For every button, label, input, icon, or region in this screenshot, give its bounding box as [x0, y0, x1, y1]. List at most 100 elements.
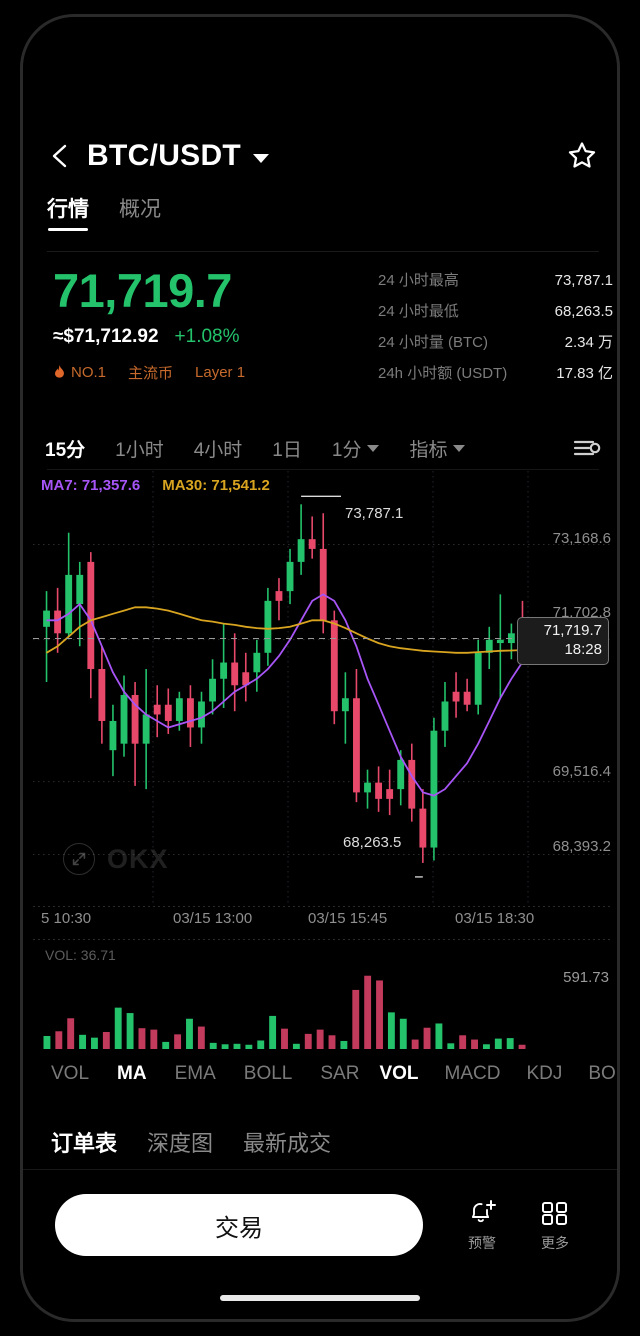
ma30-label: MA30	[162, 477, 203, 494]
timeframe-1d-label: 1日	[272, 439, 302, 461]
tab-depth-chart[interactable]: 深度图	[147, 1131, 214, 1156]
stat-row-high: 24 小时最高 73,787.1	[378, 269, 613, 290]
timeframe-1h[interactable]: 1小时	[115, 435, 164, 462]
stat-row-low: 24 小时最低 68,263.5	[378, 300, 613, 321]
indicator-kdj[interactable]: KDJ	[526, 1063, 563, 1084]
volume-legend: VOL: 36.71	[45, 947, 116, 963]
tag-mainstream[interactable]: 主流币	[128, 365, 174, 383]
alert-button[interactable]: 预警	[465, 1198, 499, 1253]
timeframe-more-label: 1分	[331, 439, 362, 461]
timeframe-4h[interactable]: 4小时	[194, 435, 243, 462]
chevron-down-icon	[453, 444, 466, 452]
action-bar: 交易 预警 更多	[23, 1175, 617, 1275]
xaxis-rule-bottom	[33, 939, 613, 940]
stat-label-turnover-usdt: 24h 小时额 (USDT)	[378, 365, 508, 382]
trade-button[interactable]: 交易	[55, 1194, 423, 1256]
chevron-down-icon[interactable]	[253, 154, 270, 163]
app-screen: BTC/USDT 行情 概况 71,719.7 ≈$71,712.92 +1.0…	[23, 17, 617, 1319]
indicator-vol-main[interactable]: VOL	[51, 1063, 90, 1084]
tag-rank-label: NO.1	[71, 364, 107, 382]
x-tick-1: 03/15 13:00	[173, 910, 253, 927]
timeframe-more-dropdown[interactable]: 1分	[332, 435, 380, 462]
star-icon[interactable]	[565, 139, 599, 173]
x-tick-0: 5 10:30	[41, 910, 92, 927]
alert-label: 预警	[468, 1234, 496, 1251]
current-price-marker: 71,719.7 18:28	[517, 617, 609, 665]
stat-row-volume-btc: 24 小时量 (BTC) 2.34 万	[378, 331, 613, 352]
stat-label-high: 24 小时最高	[378, 272, 459, 289]
tab-market[interactable]: 行情	[47, 193, 89, 231]
timeframe-divider	[47, 469, 599, 470]
timeframe-15m[interactable]: 15分	[45, 435, 85, 462]
low-annotation: 68,263.5	[343, 834, 402, 851]
tab-overview[interactable]: 概况	[119, 193, 161, 231]
indicator-sar[interactable]: SAR	[320, 1063, 360, 1084]
chevron-down-icon	[367, 444, 380, 452]
volume-max-label: 591.73	[563, 969, 609, 986]
price-block: 71,719.7 ≈$71,712.92 +1.08% NO.1 主流币 Lay…	[53, 263, 373, 383]
tab-market-label: 行情	[47, 198, 89, 221]
stat-value-volume-btc: 2.34 万	[564, 334, 613, 351]
stat-value-turnover-usdt: 17.83 亿	[556, 365, 613, 382]
stat-value-low: 68,263.5	[554, 303, 613, 320]
tag-rank[interactable]: NO.1	[53, 364, 106, 381]
back-icon[interactable]	[47, 141, 73, 171]
price-axis: 73,168.6 71,702.8 69,516.4 68,393.2 71,7…	[506, 471, 611, 906]
y-tick-2: 69,516.4	[552, 763, 611, 780]
more-button[interactable]: 更多	[539, 1198, 571, 1253]
stat-value-high: 73,787.1	[554, 272, 613, 289]
current-price-time: 18:28	[564, 640, 602, 658]
indicators-dropdown-label: 指标	[409, 439, 448, 461]
app-header: BTC/USDT	[23, 125, 617, 187]
ma7-legend: MA7: 71,357.6	[41, 477, 141, 494]
bell-plus-icon	[472, 1199, 496, 1222]
y-tick-3: 68,393.2	[552, 838, 611, 855]
timeframe-4h-label: 4小时	[193, 439, 243, 461]
tab-order-book[interactable]: 订单表	[51, 1131, 118, 1156]
price-change-percent: +1.08%	[174, 326, 240, 348]
bottom-tab-divider	[23, 1169, 617, 1170]
timeframe-15m-label: 15分	[45, 439, 86, 461]
candlestick-chart[interactable]: MA7: 71,357.6 MA30: 71,541.2 73,787.1 68…	[23, 471, 617, 906]
y-tick-0: 73,168.6	[552, 530, 611, 547]
top-tab-bar: 行情 概况	[23, 193, 617, 241]
indicator-ma[interactable]: MA	[117, 1063, 147, 1084]
stat-row-turnover-usdt: 24h 小时额 (USDT) 17.83 亿	[378, 362, 613, 383]
home-indicator	[220, 1295, 420, 1301]
watermark-label: OKX	[107, 843, 169, 874]
tag-row: NO.1 主流币 Layer 1	[53, 362, 373, 383]
tab-overview-label: 概况	[119, 198, 161, 221]
timeframe-bar: 15分 1小时 4小时 1日 1分 指标	[23, 425, 617, 471]
indicators-dropdown[interactable]: 指标	[409, 435, 466, 462]
timeframe-1d[interactable]: 1日	[272, 435, 302, 462]
more-label: 更多	[541, 1234, 569, 1251]
ma7-value: 71,357.6	[81, 477, 141, 494]
indicator-boll-sub[interactable]: BOLL	[588, 1063, 617, 1084]
bottom-tab-bar: 订单表 深度图 最新成交	[23, 1113, 617, 1171]
indicator-macd[interactable]: MACD	[444, 1063, 501, 1084]
indicator-row: VOL MA EMA BOLL SAR VOL MACD KDJ BOLL	[23, 1053, 617, 1095]
y-tick-1: 71,702.8	[552, 604, 611, 621]
ma30-value: 71,541.2	[211, 477, 270, 494]
stats-panel: 24 小时最高 73,787.1 24 小时最低 68,263.5 24 小时量…	[378, 269, 613, 393]
volume-chart[interactable]: VOL: 36.71 591.73	[23, 941, 617, 1051]
header-divider	[47, 251, 599, 252]
last-price: 71,719.7	[53, 264, 232, 317]
tab-recent-trades[interactable]: 最新成交	[243, 1131, 332, 1156]
volume-canvas[interactable]	[23, 941, 617, 1051]
tag-layer1[interactable]: Layer 1	[195, 364, 246, 382]
high-annotation: 73,787.1	[345, 505, 404, 522]
expand-icon[interactable]	[63, 843, 95, 875]
indicator-ema[interactable]: EMA	[174, 1063, 216, 1084]
chart-settings-icon[interactable]	[571, 435, 601, 461]
indicator-vol-sub[interactable]: VOL	[379, 1063, 419, 1084]
flame-icon	[55, 365, 64, 379]
xaxis-rule-top	[33, 906, 613, 907]
price-subrow: ≈$71,712.92 +1.08%	[53, 326, 373, 348]
stat-label-low: 24 小时最低	[378, 303, 459, 320]
indicator-boll[interactable]: BOLL	[243, 1063, 293, 1084]
kline-canvas[interactable]	[23, 471, 617, 906]
time-axis: 5 10:30 03/15 13:00 03/15 15:45 03/15 18…	[23, 910, 617, 938]
ma-legend: MA7: 71,357.6 MA30: 71,541.2	[41, 477, 270, 494]
phone-frame: BTC/USDT 行情 概况 71,719.7 ≈$71,712.92 +1.0…	[20, 14, 620, 1322]
